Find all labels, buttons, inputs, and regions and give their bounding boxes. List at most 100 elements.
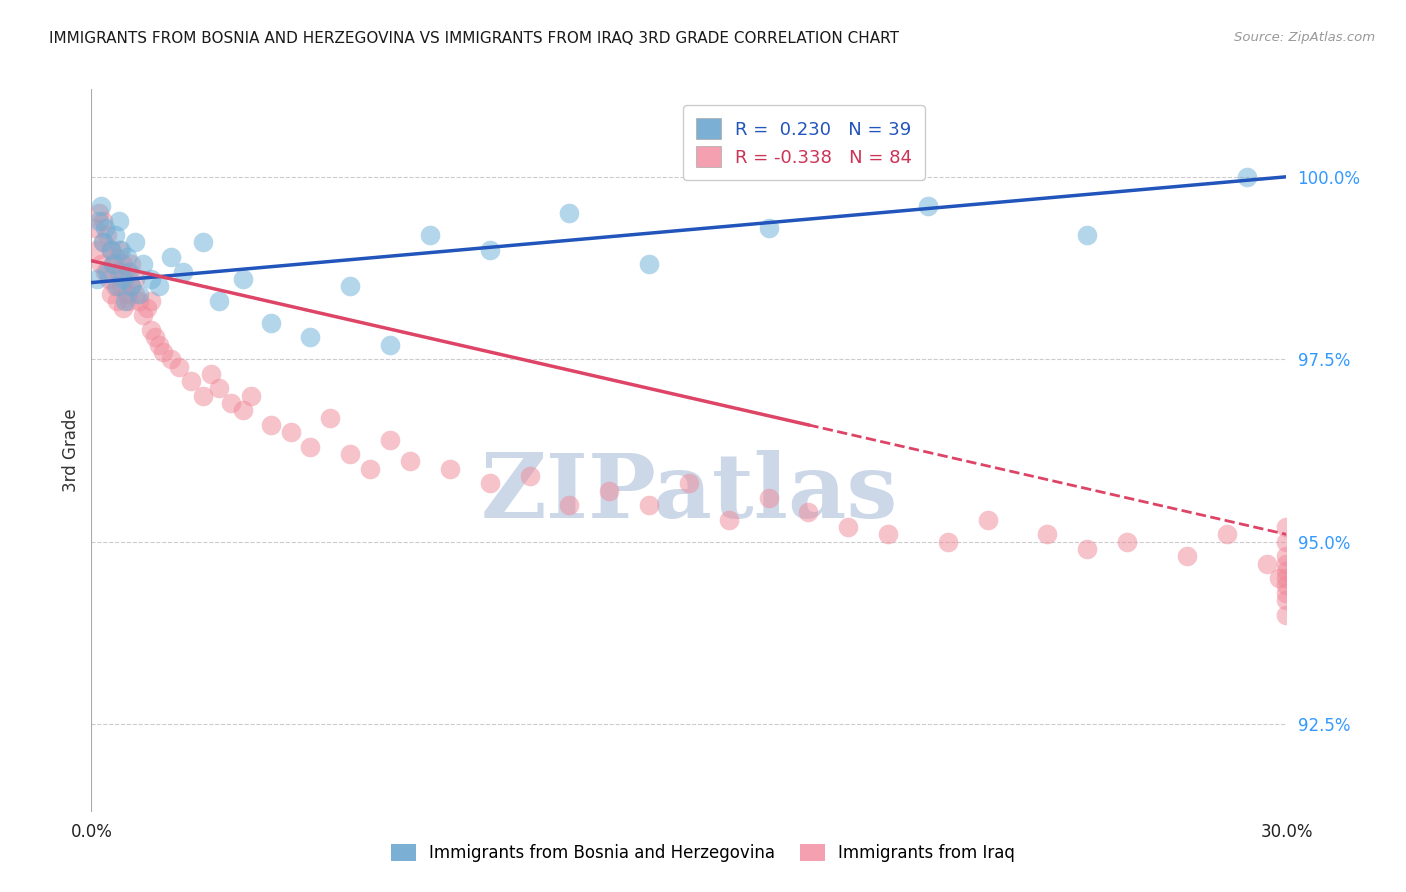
- Point: [1076, 541, 1098, 556]
- Point: [359, 461, 381, 475]
- Point: [172, 265, 194, 279]
- Point: [112, 301, 135, 315]
- Point: [84, 220, 107, 235]
- Point: [103, 257, 125, 271]
- Point: [90, 257, 112, 271]
- Point: [339, 447, 361, 461]
- Point: [1275, 557, 1298, 571]
- Point: [94, 265, 117, 279]
- Point: [110, 279, 132, 293]
- Point: [339, 279, 361, 293]
- Point: [148, 279, 170, 293]
- Point: [1275, 586, 1298, 600]
- Point: [191, 235, 214, 250]
- Point: [638, 498, 661, 512]
- Point: [98, 272, 121, 286]
- Point: [105, 293, 128, 308]
- Point: [120, 279, 142, 293]
- Point: [152, 345, 174, 359]
- Point: [104, 228, 127, 243]
- Point: [239, 389, 262, 403]
- Point: [104, 279, 127, 293]
- Point: [108, 213, 131, 227]
- Point: [1275, 549, 1298, 564]
- Point: [104, 250, 127, 264]
- Point: [114, 272, 136, 286]
- Point: [1236, 169, 1258, 184]
- Point: [86, 243, 108, 257]
- Point: [1275, 520, 1298, 534]
- Point: [89, 206, 111, 220]
- Point: [208, 381, 231, 395]
- Point: [1275, 593, 1298, 607]
- Point: [108, 265, 131, 279]
- Point: [478, 476, 501, 491]
- Point: [112, 257, 135, 271]
- Point: [259, 316, 281, 330]
- Point: [976, 513, 998, 527]
- Point: [180, 374, 202, 388]
- Point: [797, 506, 820, 520]
- Point: [232, 403, 254, 417]
- Point: [124, 235, 146, 250]
- Point: [105, 279, 128, 293]
- Point: [94, 220, 117, 235]
- Point: [141, 272, 162, 286]
- Legend: R =  0.230   N = 39, R = -0.338   N = 84: R = 0.230 N = 39, R = -0.338 N = 84: [683, 105, 925, 179]
- Point: [1275, 607, 1298, 622]
- Y-axis label: 3rd Grade: 3rd Grade: [62, 409, 80, 492]
- Point: [115, 250, 138, 264]
- Point: [378, 433, 402, 447]
- Point: [419, 228, 441, 243]
- Point: [1175, 549, 1198, 564]
- Point: [90, 199, 112, 213]
- Point: [1275, 578, 1298, 592]
- Point: [132, 309, 155, 323]
- Point: [877, 527, 900, 541]
- Point: [1256, 557, 1278, 571]
- Point: [558, 498, 581, 512]
- Point: [1275, 534, 1298, 549]
- Point: [219, 396, 242, 410]
- Point: [93, 235, 114, 250]
- Point: [93, 213, 114, 227]
- Point: [128, 286, 150, 301]
- Point: [100, 243, 122, 257]
- Point: [120, 257, 142, 271]
- Point: [167, 359, 190, 374]
- Point: [100, 243, 122, 257]
- Point: [1036, 527, 1059, 541]
- Point: [200, 367, 222, 381]
- Point: [108, 243, 131, 257]
- Point: [1076, 228, 1098, 243]
- Point: [118, 265, 141, 279]
- Point: [103, 257, 125, 271]
- Point: [208, 293, 231, 308]
- Point: [299, 440, 322, 454]
- Point: [110, 243, 132, 257]
- Legend: Immigrants from Bosnia and Herzegovina, Immigrants from Iraq: Immigrants from Bosnia and Herzegovina, …: [382, 836, 1024, 871]
- Point: [114, 293, 136, 308]
- Point: [124, 272, 146, 286]
- Point: [1116, 534, 1139, 549]
- Point: [160, 352, 183, 367]
- Point: [96, 228, 118, 243]
- Point: [1275, 564, 1298, 578]
- Point: [93, 235, 114, 250]
- Point: [112, 272, 135, 286]
- Point: [598, 483, 620, 498]
- Point: [758, 220, 780, 235]
- Point: [1275, 571, 1298, 585]
- Point: [100, 286, 122, 301]
- Point: [120, 279, 142, 293]
- Point: [439, 461, 461, 475]
- Point: [399, 454, 422, 468]
- Point: [478, 243, 501, 257]
- Point: [837, 520, 859, 534]
- Point: [936, 534, 959, 549]
- Text: ZIPatlas: ZIPatlas: [481, 450, 897, 537]
- Point: [378, 337, 402, 351]
- Point: [191, 389, 214, 403]
- Point: [299, 330, 322, 344]
- Point: [115, 286, 138, 301]
